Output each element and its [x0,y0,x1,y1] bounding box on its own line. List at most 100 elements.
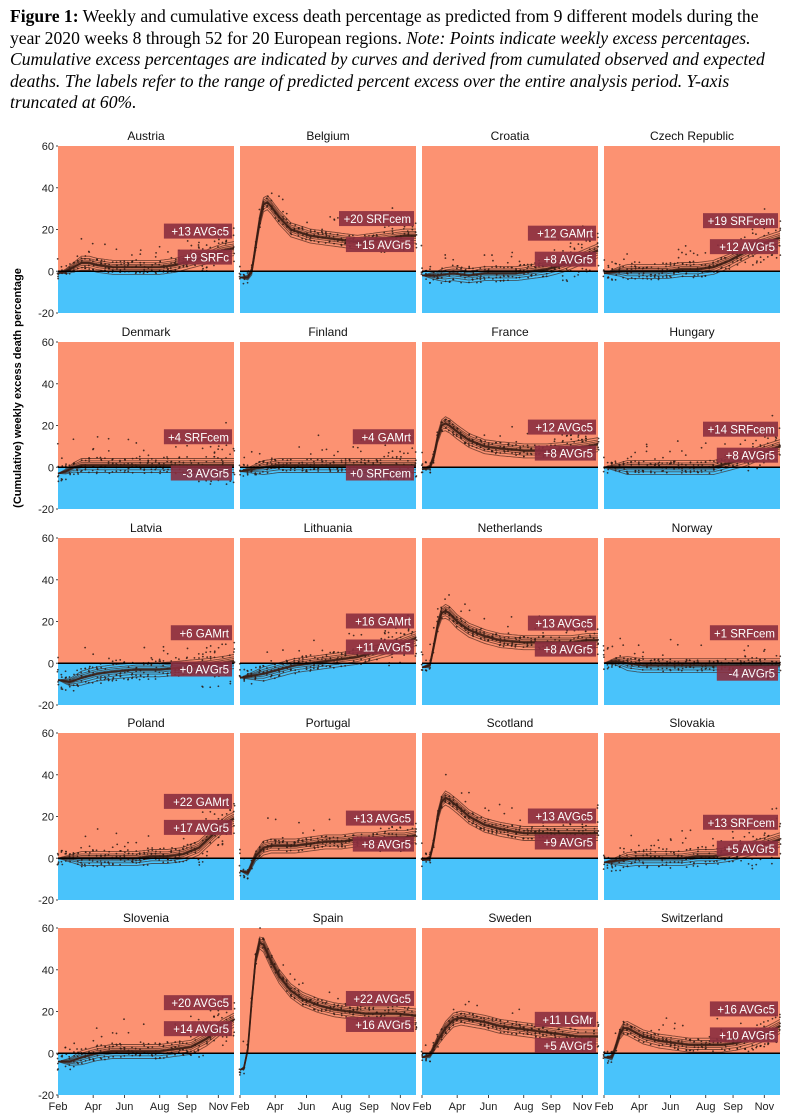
weekly-point [329,665,332,668]
weekly-point [747,469,750,472]
range-label-max: +13 AVGc5 [535,812,593,824]
x-tick-label: Aug [514,1101,534,1113]
weekly-point [491,277,494,280]
figure-label: Figure 1: [10,6,79,26]
x-tick-label: Sep [177,1101,197,1113]
weekly-point [460,610,462,613]
weekly-point [606,867,609,869]
weekly-point [217,646,220,649]
weekly-point [519,819,522,822]
weekly-point [403,633,406,636]
weekly-point [127,470,130,473]
weekly-point [630,262,633,265]
weekly-point [72,1065,75,1068]
range-label-max: +20 SRFcem [344,214,411,226]
weekly-point [72,689,75,692]
weekly-point [119,260,122,263]
weekly-point [752,835,755,838]
weekly-point [498,803,501,806]
weekly-point [432,626,435,629]
x-tick-label: Apr [449,1101,466,1113]
weekly-point [238,464,241,467]
weekly-point [444,773,447,776]
weekly-point [414,1023,417,1026]
weekly-point [566,434,569,437]
weekly-point [258,452,261,455]
weekly-point [317,470,320,472]
weekly-point [421,471,424,474]
panel-lithuania: Lithuania+16 GAMrt+11 AVGr5 [238,521,418,705]
weekly-point [159,472,161,475]
weekly-point [238,1071,241,1074]
weekly-point [64,1065,67,1068]
weekly-point [522,455,525,458]
weekly-point [391,450,394,453]
weekly-point [76,669,79,672]
weekly-point [73,1042,76,1045]
weekly-point [739,1022,742,1025]
weekly-point [84,667,87,670]
weekly-point [225,239,228,242]
weekly-point [562,824,565,827]
panel-title: Spain [313,911,344,925]
weekly-point [233,449,236,452]
weekly-point [468,791,470,794]
weekly-point [630,834,633,837]
weekly-point [278,195,280,198]
weekly-point [325,448,328,451]
weekly-point [614,865,617,867]
weekly-point [565,631,568,634]
weekly-point [281,836,284,839]
weekly-point [56,668,59,671]
y-tick-label: 60 [42,533,54,545]
weekly-point [384,444,387,447]
weekly-point [218,238,220,241]
excess-region [240,342,416,468]
deficit-region [604,467,780,509]
weekly-point [242,874,245,877]
weekly-point [139,458,141,461]
cumulative-curve [239,463,416,472]
weekly-point [425,1058,427,1061]
weekly-point [685,253,687,256]
weekly-point [239,273,242,276]
weekly-point [239,848,241,851]
panel-title: Sweden [488,911,531,925]
weekly-point [229,809,232,812]
weekly-point [359,450,362,453]
weekly-point [610,1061,613,1063]
weekly-point [80,237,83,240]
weekly-point [267,817,269,819]
panel-title: Lithuania [304,521,353,535]
weekly-point [239,473,242,476]
y-tick-label: -20 [38,504,54,516]
weekly-point [585,268,588,271]
weekly-point [131,677,133,680]
weekly-point [107,1056,110,1059]
weekly-point [483,254,486,256]
weekly-point [301,982,304,985]
weekly-point [298,446,301,448]
weekly-point [669,261,672,264]
weekly-point [562,249,564,252]
weekly-point [221,842,224,845]
weekly-point [135,674,137,677]
weekly-point [424,1044,427,1047]
weekly-point [778,825,781,828]
weekly-point [424,852,427,855]
weekly-point [779,655,782,658]
weekly-point [155,272,157,275]
range-label-min: +9 SRFc [184,253,229,265]
weekly-point [229,680,232,683]
range-label-max-bg [703,213,778,229]
weekly-point [400,455,402,458]
weekly-point [154,678,157,680]
weekly-point [159,470,162,473]
weekly-point [88,251,91,254]
cumulative-curve [57,463,234,474]
weekly-point [80,1048,83,1051]
cumulative-curve [239,195,416,278]
cumulative-curve [603,244,781,280]
weekly-point [246,272,249,274]
